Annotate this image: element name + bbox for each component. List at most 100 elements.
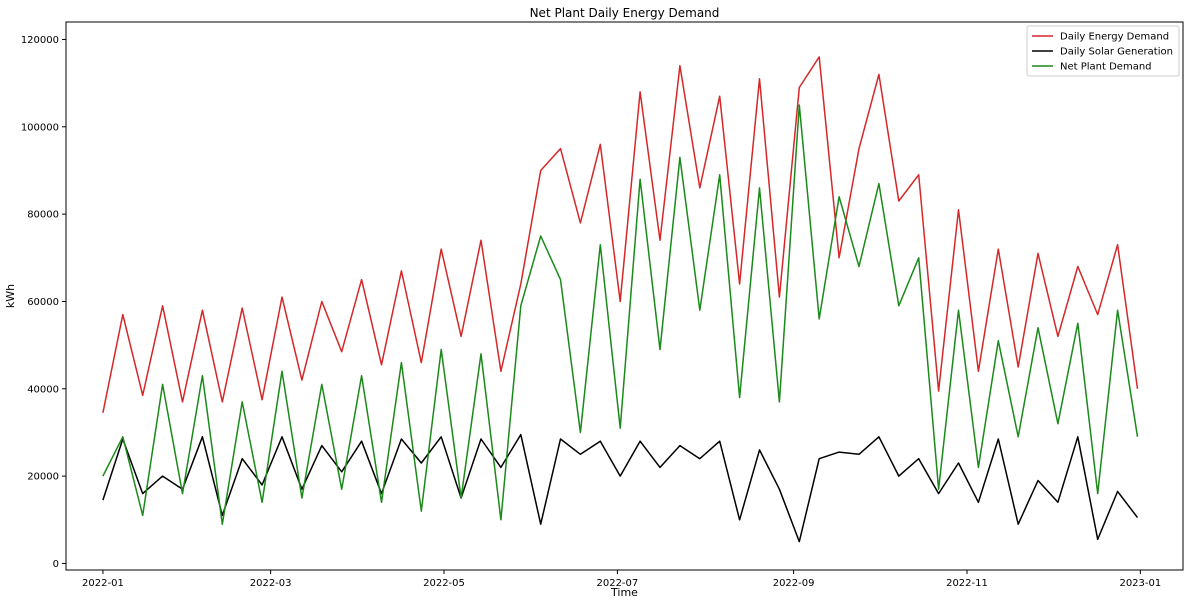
data-point — [201, 436, 203, 438]
data-point — [579, 432, 581, 434]
data-point — [520, 283, 522, 285]
data-point — [560, 279, 562, 281]
data-point — [838, 451, 840, 453]
data-point — [361, 279, 363, 281]
data-point — [997, 438, 999, 440]
series-layer — [102, 56, 1139, 543]
data-point — [778, 296, 780, 298]
data-point — [759, 449, 761, 451]
data-point — [838, 257, 840, 259]
data-point — [997, 340, 999, 342]
data-point — [977, 501, 979, 503]
data-point — [858, 453, 860, 455]
data-point — [281, 436, 283, 438]
y-tick-label: 60000 — [27, 297, 59, 308]
data-point — [739, 397, 741, 399]
data-point — [182, 401, 184, 403]
data-point — [540, 235, 542, 237]
data-point — [122, 436, 124, 438]
legend-label: Daily Energy Demand — [1060, 32, 1169, 43]
data-point — [500, 370, 502, 372]
data-point — [480, 239, 482, 241]
data-point — [1017, 523, 1019, 525]
data-point — [699, 309, 701, 311]
data-point — [341, 351, 343, 353]
data-point — [1097, 538, 1099, 540]
data-point — [619, 475, 621, 477]
data-point — [361, 375, 363, 377]
data-point — [759, 187, 761, 189]
data-point — [500, 519, 502, 521]
data-point — [102, 475, 104, 477]
data-point — [142, 394, 144, 396]
data-point — [102, 499, 104, 501]
data-point — [361, 440, 363, 442]
data-point — [719, 95, 721, 97]
series-daily-solar-generation — [102, 433, 1139, 543]
data-point — [719, 174, 721, 176]
data-point — [958, 462, 960, 464]
data-point — [381, 501, 383, 503]
data-point — [619, 301, 621, 303]
data-point — [301, 379, 303, 381]
data-point — [778, 488, 780, 490]
data-point — [1137, 436, 1139, 438]
data-point — [1057, 423, 1059, 425]
legend-label: Net Plant Demand — [1060, 62, 1152, 73]
data-point — [102, 412, 104, 414]
data-point — [520, 305, 522, 307]
data-point — [918, 174, 920, 176]
data-point — [818, 458, 820, 460]
x-tick-label: 2022-11 — [946, 578, 988, 589]
data-point — [560, 438, 562, 440]
data-point — [142, 493, 144, 495]
series-daily-energy-demand — [102, 56, 1139, 414]
data-point — [301, 497, 303, 499]
data-point — [1017, 366, 1019, 368]
data-point — [341, 471, 343, 473]
y-tick-label: 80000 — [27, 210, 59, 221]
data-point — [639, 91, 641, 93]
chart-title: Net Plant Daily Energy Demand — [530, 6, 720, 20]
data-point — [679, 156, 681, 158]
legend: Daily Energy Demand Daily Solar Generatio… — [1026, 25, 1180, 77]
data-point — [540, 170, 542, 172]
data-point — [1137, 388, 1139, 390]
y-tick-label: 40000 — [27, 384, 59, 395]
data-point — [162, 383, 164, 385]
data-point — [1117, 309, 1119, 311]
y-tick-label: 100000 — [21, 122, 59, 133]
data-point — [878, 183, 880, 185]
data-point — [798, 541, 800, 543]
x-tick-label: 2022-09 — [773, 578, 815, 589]
x-axis-title: Time — [610, 586, 638, 599]
data-point — [261, 484, 263, 486]
legend-label: Daily Solar Generation — [1060, 47, 1173, 58]
series-line-daily-energy-demand — [102, 56, 1139, 413]
data-point — [341, 488, 343, 490]
data-point — [122, 314, 124, 316]
x-axis: 2022-01 2022-03 2022-05 2022-07 2022-09 2022-… — [82, 570, 1161, 589]
data-point — [918, 257, 920, 259]
data-point — [739, 519, 741, 521]
data-point — [739, 283, 741, 285]
data-point — [898, 305, 900, 307]
data-point — [321, 301, 323, 303]
x-tick-label: 2022-01 — [82, 578, 124, 589]
data-point — [261, 399, 263, 401]
data-point — [400, 270, 402, 272]
data-point — [241, 458, 243, 460]
data-point — [838, 196, 840, 198]
data-point — [1117, 490, 1119, 492]
data-point — [798, 87, 800, 89]
data-point — [1077, 436, 1079, 438]
data-point — [918, 458, 920, 460]
data-point — [699, 458, 701, 460]
data-point — [201, 309, 203, 311]
data-point — [1037, 480, 1039, 482]
legend-item-net-plant-demand: Net Plant Demand — [1032, 62, 1152, 73]
data-point — [659, 349, 661, 351]
data-point — [142, 514, 144, 516]
data-point — [659, 466, 661, 468]
